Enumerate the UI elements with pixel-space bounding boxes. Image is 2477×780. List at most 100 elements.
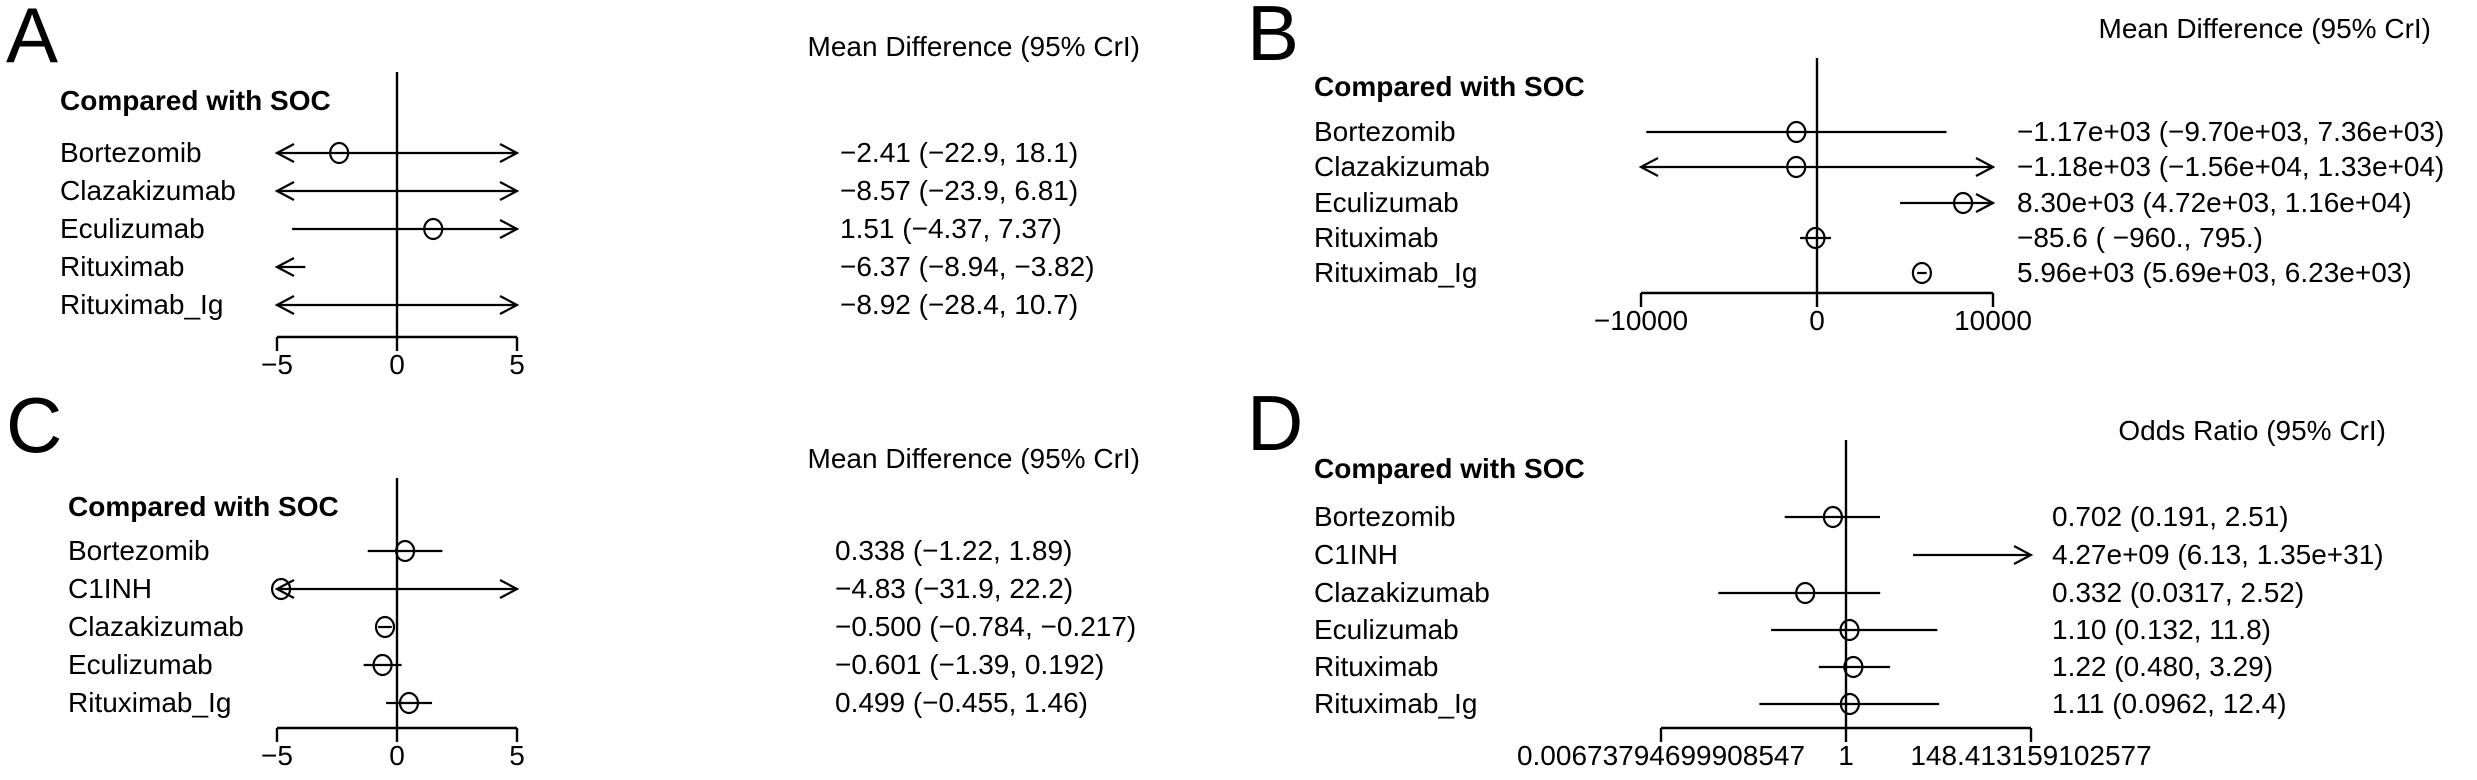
effect-estimate-text: −6.37 (−8.94, −3.82) <box>840 251 1095 282</box>
panel-b-forest-plot <box>1638 58 1996 307</box>
estimate-circle <box>1839 692 1860 716</box>
effect-estimate-text: 0.499 (−0.455, 1.46) <box>835 687 1088 718</box>
arrowhead-right <box>1975 157 1996 177</box>
arrowhead-right <box>499 219 520 239</box>
effect-estimate-text: 8.30e+03 (4.72e+03, 1.16e+04) <box>2017 187 2412 218</box>
panel-a-comparator-header: Compared with SOC <box>60 85 331 116</box>
effect-estimate-text: 4.27e+09 (6.13, 1.35e+31) <box>2052 539 2384 570</box>
axis-tick-label: 0 <box>389 740 405 771</box>
treatment-label-bortezomib: Bortezomib <box>1314 116 1456 147</box>
effect-estimate-text: −0.601 (−1.39, 0.192) <box>835 649 1105 680</box>
panel-d: D Odds Ratio (95% CrI) Compared with SOC… <box>1239 384 2477 780</box>
treatment-label-rituximab: Rituximab <box>60 251 185 282</box>
arrowhead-left <box>274 181 295 201</box>
estimate-circle <box>329 141 350 165</box>
panel-d-letter: D <box>1247 379 1304 467</box>
axis-tick-label: 1 <box>1838 740 1854 771</box>
panel-c-letter: C <box>6 381 63 469</box>
estimate-circle <box>395 539 416 563</box>
axis-tick-label: 5 <box>509 740 525 771</box>
arrowhead-right <box>499 579 520 599</box>
effect-estimate-text: −8.92 (−28.4, 10.7) <box>840 289 1079 320</box>
estimate-circle <box>1786 155 1807 179</box>
estimate-circle <box>1822 505 1844 529</box>
arrowhead-left <box>274 257 295 277</box>
panel-d-forest-plot <box>1659 440 2034 742</box>
panel-d-comparator-header: Compared with SOC <box>1314 453 1585 484</box>
axis-tick-label: 5 <box>509 349 525 380</box>
panel-c-title: Mean Difference (95% CrI) <box>807 443 1141 474</box>
panel-a: A Mean Difference (95% CrI) Compared wit… <box>0 0 1238 390</box>
treatment-label-rituximab_ig: Rituximab_Ig <box>60 289 224 320</box>
treatment-label-clazakizumab: Clazakizumab <box>60 175 236 206</box>
effect-estimate-text: 0.702 (0.191, 2.51) <box>2052 501 2289 532</box>
estimate-circle <box>423 217 444 241</box>
estimate-circle <box>374 615 396 639</box>
arrowhead-right <box>2013 545 2034 565</box>
effect-estimate-text: 5.96e+03 (5.69e+03, 6.23e+03) <box>2017 257 2412 288</box>
panel-b: B Mean Difference (95% CrI) Compared wit… <box>1239 0 2477 390</box>
treatment-label-eculizumab: Eculizumab <box>1314 614 1459 645</box>
treatment-label-clazakizumab: Clazakizumab <box>1314 577 1490 608</box>
effect-estimate-text: 1.22 (0.480, 3.29) <box>2052 651 2274 682</box>
estimate-circle <box>1795 581 1816 605</box>
treatment-label-eculizumab: Eculizumab <box>60 213 205 244</box>
treatment-label-c1inh: C1INH <box>68 573 153 604</box>
effect-estimate-text: −1.17e+03 (−9.70e+03, 7.36e+03) <box>2017 116 2445 147</box>
estimate-circle <box>372 653 393 677</box>
effect-estimate-text: 0.338 (−1.22, 1.89) <box>835 535 1073 566</box>
panel-b-letter: B <box>1247 0 1300 77</box>
effect-estimate-text: −8.57 (−23.9, 6.81) <box>840 175 1079 206</box>
effect-estimate-text: −1.18e+03 (−1.56e+04, 1.33e+04) <box>2017 151 2445 182</box>
treatment-label-bortezomib: Bortezomib <box>1314 501 1456 532</box>
treatment-label-eculizumab: Eculizumab <box>68 649 213 680</box>
effect-estimate-text: −85.6 ( −960., 795.) <box>2017 222 2263 253</box>
treatment-label-rituximab_ig: Rituximab_Ig <box>68 687 232 718</box>
effect-estimate-text: 1.51 (−4.37, 7.37) <box>840 213 1062 244</box>
panel-a-title: Mean Difference (95% CrI) <box>807 31 1141 62</box>
effect-estimate-text: −0.500 (−0.784, −0.217) <box>835 611 1137 642</box>
axis-tick-label: −10000 <box>1593 305 1689 336</box>
treatment-label-clazakizumab: Clazakizumab <box>68 611 244 642</box>
panel-c-comparator-header: Compared with SOC <box>68 491 339 522</box>
estimate-circle <box>1843 655 1864 679</box>
effect-estimate-text: −2.41 (−22.9, 18.1) <box>840 137 1079 168</box>
arrowhead-left <box>274 143 295 163</box>
estimate-circle <box>1839 618 1860 642</box>
estimate-circle <box>1805 226 1826 250</box>
estimate-circle <box>1786 120 1807 144</box>
effect-estimate-text: 1.11 (0.0962, 12.4) <box>2052 688 2287 719</box>
treatment-label-rituximab: Rituximab <box>1314 222 1439 253</box>
treatment-label-rituximab_ig: Rituximab_Ig <box>1314 257 1478 288</box>
panel-c-forest-plot <box>270 478 520 742</box>
estimate-circle <box>398 691 420 715</box>
arrowhead-right <box>499 181 520 201</box>
estimate-circle <box>1952 191 1974 215</box>
estimate-circle <box>270 577 292 601</box>
treatment-label-clazakizumab: Clazakizumab <box>1314 151 1490 182</box>
panel-b-comparator-header: Compared with SOC <box>1314 71 1585 102</box>
axis-tick-label: 10000 <box>1954 305 2032 336</box>
treatment-label-bortezomib: Bortezomib <box>60 137 202 168</box>
axis-tick-label: 148.413159102577 <box>1910 740 2152 771</box>
arrowhead-left <box>1638 157 1659 177</box>
effect-estimate-text: 1.10 (0.132, 11.8) <box>2052 614 2271 645</box>
effect-estimate-text: −4.83 (−31.9, 22.2) <box>835 573 1074 604</box>
treatment-label-eculizumab: Eculizumab <box>1314 187 1459 218</box>
axis-tick-label: 0.00673794699908547 <box>1516 740 1806 771</box>
arrowhead-right <box>499 295 520 315</box>
panel-c: C Mean Difference (95% CrI) Compared wit… <box>0 386 1238 780</box>
panel-b-title: Mean Difference (95% CrI) <box>2098 13 2432 44</box>
arrowhead-right <box>1975 193 1996 213</box>
axis-tick-label: 0 <box>1809 305 1825 336</box>
treatment-label-rituximab_ig: Rituximab_Ig <box>1314 688 1478 719</box>
arrowhead-left <box>274 295 295 315</box>
estimate-circle <box>1911 261 1932 285</box>
axis-tick-label: −5 <box>261 349 293 380</box>
axis-tick-label: −5 <box>261 740 293 771</box>
treatment-label-bortezomib: Bortezomib <box>68 535 210 566</box>
effect-estimate-text: 0.332 (0.0317, 2.52) <box>2052 577 2305 608</box>
panel-d-title: Odds Ratio (95% CrI) <box>2118 415 2386 446</box>
panel-a-forest-plot <box>274 72 520 351</box>
